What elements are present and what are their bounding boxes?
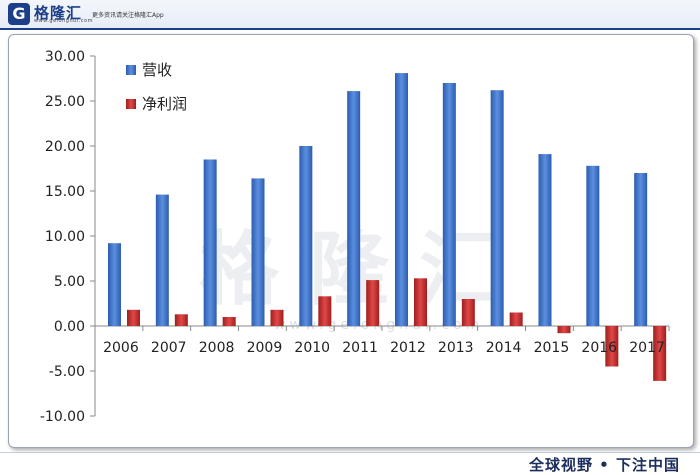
legend-label: 营收 bbox=[142, 61, 172, 79]
y-tick-label: 15.00 bbox=[45, 184, 85, 200]
revenue-bar bbox=[155, 194, 169, 326]
profit-bar bbox=[414, 278, 427, 326]
revenue-bar bbox=[490, 90, 504, 326]
chart-panel: 格隆汇 www.gelonghui.com 30.0025.0020.0015.… bbox=[8, 34, 694, 448]
profit-bar bbox=[318, 296, 332, 326]
x-tick-label: 2013 bbox=[438, 340, 474, 356]
profit-bar bbox=[653, 326, 667, 381]
y-tick-label: 5.00 bbox=[54, 274, 85, 290]
revenue-bar bbox=[395, 73, 408, 326]
revenue-bar bbox=[634, 173, 648, 326]
x-tick-label: 2006 bbox=[103, 340, 139, 356]
revenue-bar bbox=[442, 83, 456, 326]
x-tick-label: 2009 bbox=[247, 340, 283, 356]
revenue-bar bbox=[203, 159, 217, 326]
profit-bar bbox=[174, 314, 188, 326]
x-tick-label: 2007 bbox=[151, 340, 187, 356]
x-tick-label: 2014 bbox=[486, 340, 522, 356]
y-tick-label: 30.00 bbox=[45, 49, 85, 65]
x-tick-label: 2010 bbox=[294, 340, 330, 356]
profit-bar bbox=[605, 326, 619, 367]
y-tick-label: 20.00 bbox=[45, 139, 85, 155]
brand-header: G 格隆汇 www.gelonghui.com 更多资讯请关注格隆汇App bbox=[0, 0, 700, 30]
x-tick-label: 2008 bbox=[199, 340, 235, 356]
revenue-bar bbox=[586, 165, 600, 326]
x-tick-label: 2012 bbox=[390, 340, 426, 356]
x-tick-label: 2017 bbox=[629, 340, 665, 356]
header-slogan: 更多资讯请关注格隆汇App bbox=[92, 12, 164, 19]
profit-bar bbox=[509, 312, 523, 326]
x-tick-label: 2016 bbox=[581, 340, 617, 356]
revenue-bar bbox=[108, 243, 121, 326]
y-tick-label: -10.00 bbox=[40, 409, 85, 425]
brand-name: 格隆汇 bbox=[34, 4, 83, 22]
revenue-bar bbox=[251, 178, 265, 326]
revenue-bar bbox=[299, 146, 313, 326]
legend-swatch bbox=[126, 65, 136, 75]
revenue-bar bbox=[347, 91, 361, 326]
profit-bar bbox=[127, 309, 140, 326]
brand-url: www.gelonghui.com bbox=[34, 18, 93, 24]
brand-logo-icon: G bbox=[8, 3, 30, 25]
x-tick-label: 2011 bbox=[342, 340, 378, 356]
y-tick-label: 25.00 bbox=[45, 94, 85, 110]
footer-slogan: 全球视野 • 下注中国 bbox=[528, 456, 680, 474]
profit-bar bbox=[222, 317, 236, 326]
y-tick-label: -5.00 bbox=[49, 364, 85, 380]
revenue-bar bbox=[538, 154, 552, 326]
bar-chart: 30.00 25.00 20.00 15.00 10.00 5.00 0.00 -5.00 -1… bbox=[40, 49, 670, 425]
y-tick-label: 0.00 bbox=[54, 319, 85, 335]
profit-bar bbox=[461, 299, 475, 326]
profit-bar bbox=[557, 326, 571, 334]
profit-bar bbox=[366, 280, 380, 326]
y-tick-label: 10.00 bbox=[45, 229, 85, 245]
x-tick-label: 2015 bbox=[534, 340, 570, 356]
profit-bar bbox=[270, 309, 284, 326]
legend-swatch bbox=[126, 99, 136, 109]
brand-footer: 全球视野 • 下注中国 bbox=[0, 452, 700, 475]
legend-label: 净利润 bbox=[142, 95, 187, 113]
